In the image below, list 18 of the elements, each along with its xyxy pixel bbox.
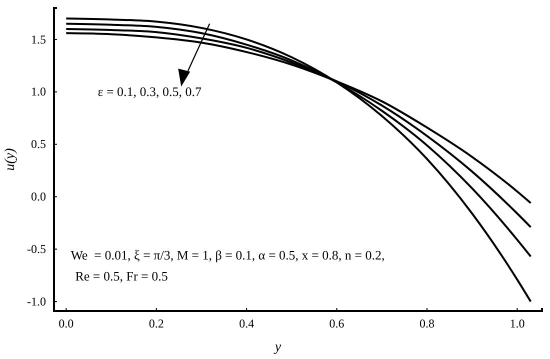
y-tick-label: 0.5 xyxy=(31,137,46,152)
x-axis-title: y xyxy=(272,340,282,355)
y-tick-label: 1.0 xyxy=(31,84,46,99)
annotation: We = 0.01, ξ = π/3, M = 1, β = 0.1, α = 0.5, x = 0.8, n = 0.2, xyxy=(70,248,385,263)
x-tick-label: 1.0 xyxy=(510,316,525,331)
line-series xyxy=(65,17,532,303)
x-tick-label: 0.2 xyxy=(148,316,164,331)
y-axis-title: u(y) xyxy=(3,148,18,171)
y-tick-label: 1.5 xyxy=(31,32,46,46)
x-tick-label: 0.6 xyxy=(329,316,344,331)
y-tick-label: -0.5 xyxy=(27,242,46,256)
annotation: Re = 0.5, Fr = 0.5 xyxy=(75,268,168,284)
x-tick-label: 0.0 xyxy=(58,316,74,331)
annotation: ε = 0.1, 0.3, 0.5, 0.7 xyxy=(98,84,202,100)
y-tick-label: -1.0 xyxy=(27,294,46,308)
x-tick-label: 0.4 xyxy=(239,316,254,331)
y-tick-label: 0.0 xyxy=(31,190,46,204)
x-tick-label: 0.8 xyxy=(419,316,434,331)
